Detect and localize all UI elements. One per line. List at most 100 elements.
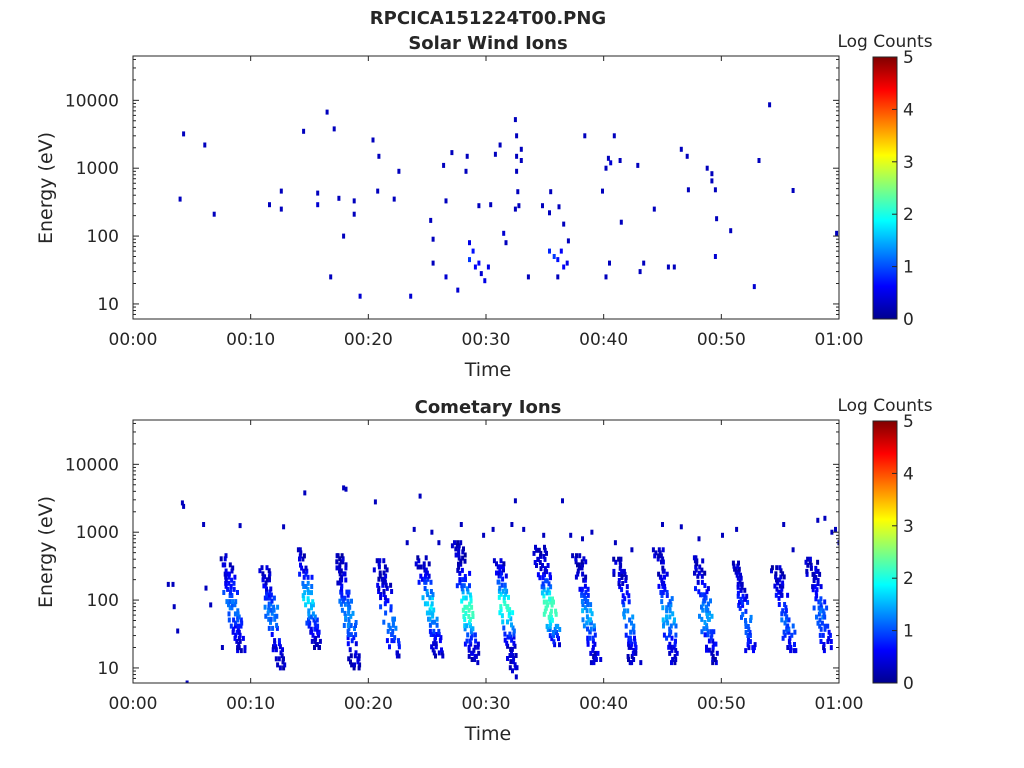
data-cell — [425, 610, 429, 616]
data-cell — [302, 128, 306, 134]
data-cell — [239, 648, 243, 654]
data-cell — [482, 532, 486, 538]
data-cell — [515, 133, 519, 139]
data-cell — [338, 568, 341, 574]
figure-title: RPCICA151224T00.PNG — [370, 8, 606, 29]
data-cell — [829, 639, 833, 644]
data-cell — [395, 653, 399, 659]
data-cell — [819, 596, 823, 602]
x-tick-label: 00:10 — [226, 694, 275, 714]
x-axis-label: Time — [464, 359, 512, 381]
data-cell — [509, 616, 513, 622]
data-cell — [617, 556, 621, 562]
data-cell — [552, 599, 555, 605]
data-cell — [457, 552, 461, 558]
data-cell — [512, 634, 516, 640]
data-cell — [457, 549, 461, 555]
data-cell — [787, 629, 791, 635]
data-cell — [555, 633, 559, 639]
data-cell — [280, 653, 284, 659]
data-cell — [303, 490, 307, 496]
data-cell — [581, 617, 585, 623]
data-cell — [223, 556, 227, 562]
data-cell — [227, 571, 231, 577]
data-cell — [450, 543, 454, 549]
data-cell — [697, 536, 701, 542]
data-cell — [618, 559, 622, 565]
data-cell — [660, 599, 664, 605]
data-cell — [780, 611, 784, 617]
data-cell — [454, 552, 458, 558]
data-cell — [574, 559, 578, 565]
data-cell — [818, 623, 822, 629]
data-cell — [310, 602, 313, 608]
data-cell — [736, 581, 740, 587]
data-cell — [275, 625, 279, 631]
spectrogram-cells — [178, 102, 839, 299]
data-cell — [586, 599, 590, 604]
colorbar-tick-label: 1 — [903, 622, 914, 642]
data-cell — [513, 662, 517, 668]
data-cell — [617, 578, 621, 583]
data-cell — [604, 165, 608, 171]
data-cell — [708, 610, 711, 616]
data-cell — [589, 608, 593, 614]
data-cell — [301, 580, 305, 586]
data-cell — [421, 576, 424, 582]
data-cell — [700, 567, 704, 573]
data-cell — [705, 604, 708, 610]
data-cell — [660, 559, 663, 565]
data-cell — [780, 617, 784, 623]
data-cell — [350, 598, 353, 604]
data-cell — [471, 248, 475, 254]
data-cell — [623, 608, 626, 614]
data-cell — [497, 579, 501, 585]
data-cell — [809, 565, 813, 571]
x-tick-label: 00:00 — [109, 330, 158, 350]
data-cell — [748, 630, 752, 635]
data-cell — [232, 580, 236, 586]
data-cell — [306, 574, 310, 580]
data-cell — [522, 526, 526, 532]
y-tick-label: 100 — [87, 591, 119, 611]
data-cell — [816, 581, 820, 587]
data-cell — [783, 620, 787, 626]
data-cell — [424, 579, 428, 585]
data-cell — [633, 635, 636, 641]
data-cell — [231, 626, 235, 632]
data-cell — [777, 577, 781, 583]
data-cell — [376, 188, 380, 194]
data-cell — [341, 598, 345, 604]
data-cell — [377, 564, 381, 570]
data-cell — [268, 577, 271, 583]
data-cell — [753, 642, 757, 648]
data-cell — [461, 589, 465, 595]
data-cell — [283, 662, 287, 668]
data-cell — [829, 645, 833, 651]
data-cell — [340, 607, 344, 613]
data-cell — [752, 645, 756, 651]
data-cell — [298, 556, 301, 562]
data-cell — [503, 631, 507, 637]
data-cell — [471, 626, 475, 632]
data-cell — [433, 638, 437, 644]
data-cell — [629, 629, 633, 635]
data-cell — [553, 627, 557, 632]
data-cell — [473, 657, 476, 662]
data-cell — [589, 602, 593, 608]
data-cell — [549, 575, 552, 581]
data-cell — [434, 635, 437, 641]
data-cell — [670, 635, 674, 641]
data-cell — [336, 553, 340, 559]
colorbar: Log Counts 0 1 2 3 4 5 — [837, 32, 932, 330]
data-cell — [357, 653, 361, 659]
colorbar-tick-label: 1 — [903, 258, 914, 278]
data-cell — [467, 607, 471, 613]
data-cell — [428, 595, 432, 601]
data-cell — [385, 567, 389, 573]
data-cell — [427, 573, 431, 579]
data-cell — [269, 616, 273, 622]
data-cell — [440, 647, 443, 653]
data-cell — [358, 662, 362, 668]
x-tick-label: 00:00 — [109, 694, 158, 714]
